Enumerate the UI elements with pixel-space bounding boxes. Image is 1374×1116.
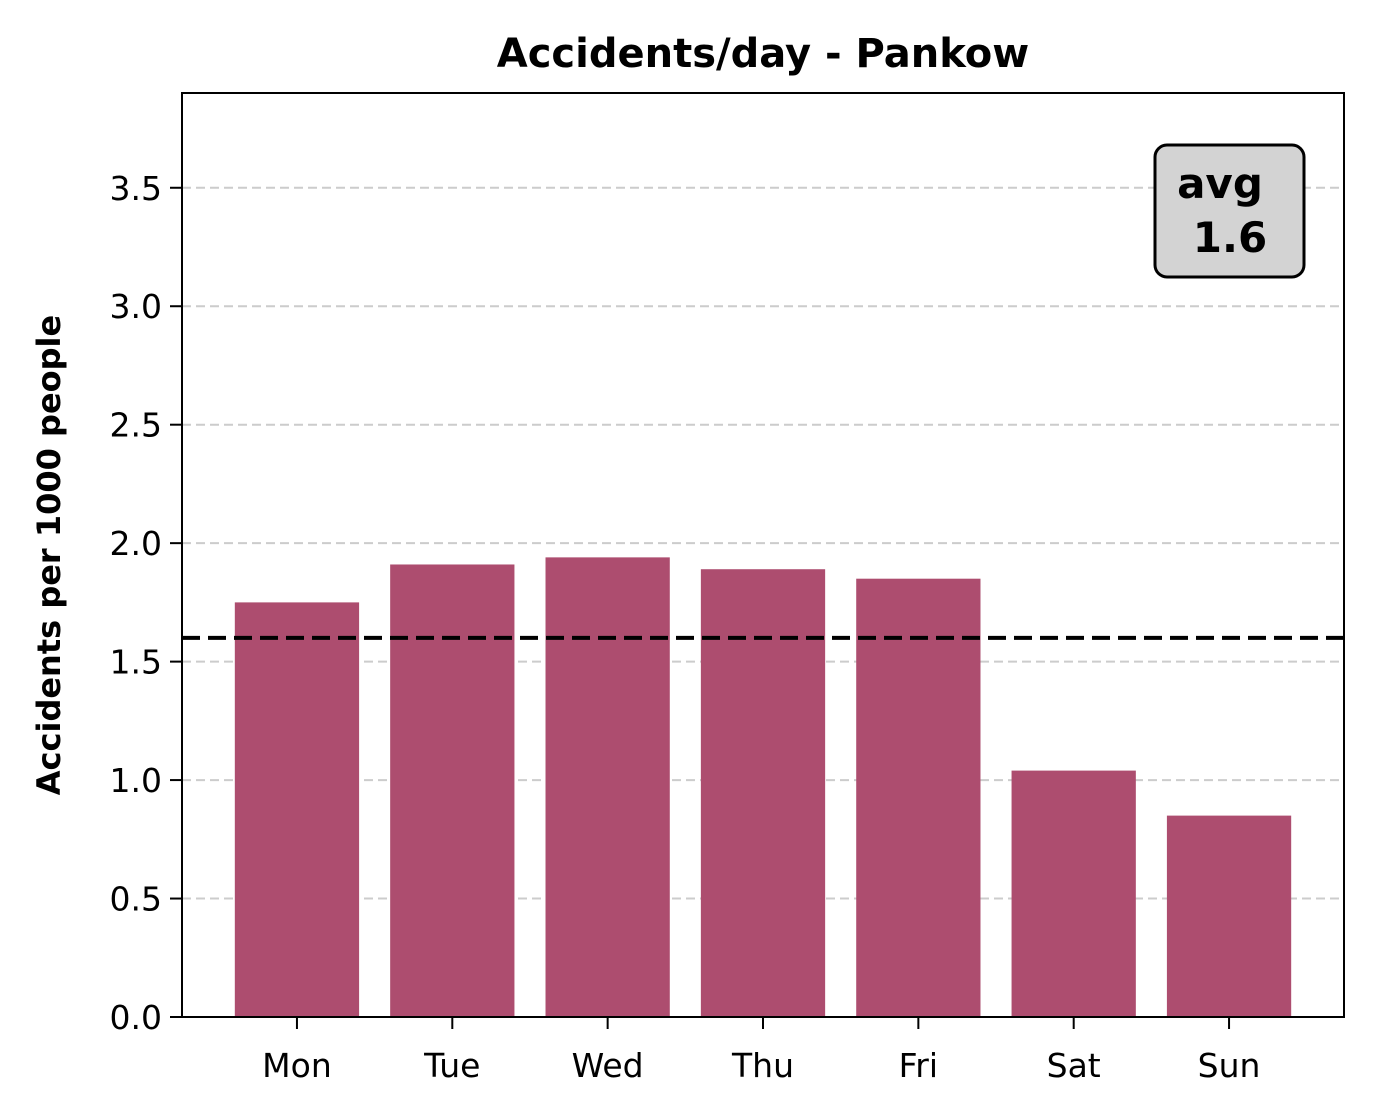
average-annotation-value: 1.6 xyxy=(1193,213,1267,262)
y-tick-label: 0.0 xyxy=(110,998,162,1037)
x-tick-label: Tue xyxy=(423,1046,480,1085)
average-annotation: avg 1.6 xyxy=(1153,143,1306,279)
y-tick-label: 1.0 xyxy=(110,761,162,800)
y-tick-label: 1.5 xyxy=(110,643,162,682)
x-tick-label: Thu xyxy=(731,1046,794,1085)
bar-sat xyxy=(1011,770,1136,1017)
x-tick-label: Mon xyxy=(262,1046,332,1085)
x-axis-ticks: Mon Tue Wed Thu Fri Sat Sun xyxy=(262,1017,1260,1085)
bar-fri xyxy=(856,578,981,1017)
average-annotation-box xyxy=(1153,143,1306,279)
x-tick-label: Wed xyxy=(572,1046,644,1085)
bars xyxy=(234,557,1292,1017)
y-tick-label: 2.5 xyxy=(110,406,162,445)
y-axis-label: Accidents per 1000 people xyxy=(30,315,68,795)
bar-thu xyxy=(700,569,826,1017)
average-annotation-label: avg xyxy=(1177,159,1263,208)
y-tick-label: 3.5 xyxy=(110,169,162,208)
x-tick-label: Sat xyxy=(1047,1046,1101,1085)
bar-wed xyxy=(545,557,670,1017)
y-tick-label: 2.0 xyxy=(110,524,162,563)
x-tick-label: Sun xyxy=(1198,1046,1261,1085)
x-tick-label: Fri xyxy=(899,1046,938,1085)
bar-sun xyxy=(1166,815,1292,1017)
bar-mon xyxy=(234,602,360,1017)
y-tick-label: 0.5 xyxy=(110,880,162,919)
chart-title: Accidents/day - Pankow xyxy=(497,31,1029,77)
bar-tue xyxy=(390,564,515,1017)
y-axis-ticks: 0.0 0.5 1.0 1.5 2.0 2.5 3.0 3.5 xyxy=(110,169,182,1037)
y-tick-label: 3.0 xyxy=(110,287,162,326)
